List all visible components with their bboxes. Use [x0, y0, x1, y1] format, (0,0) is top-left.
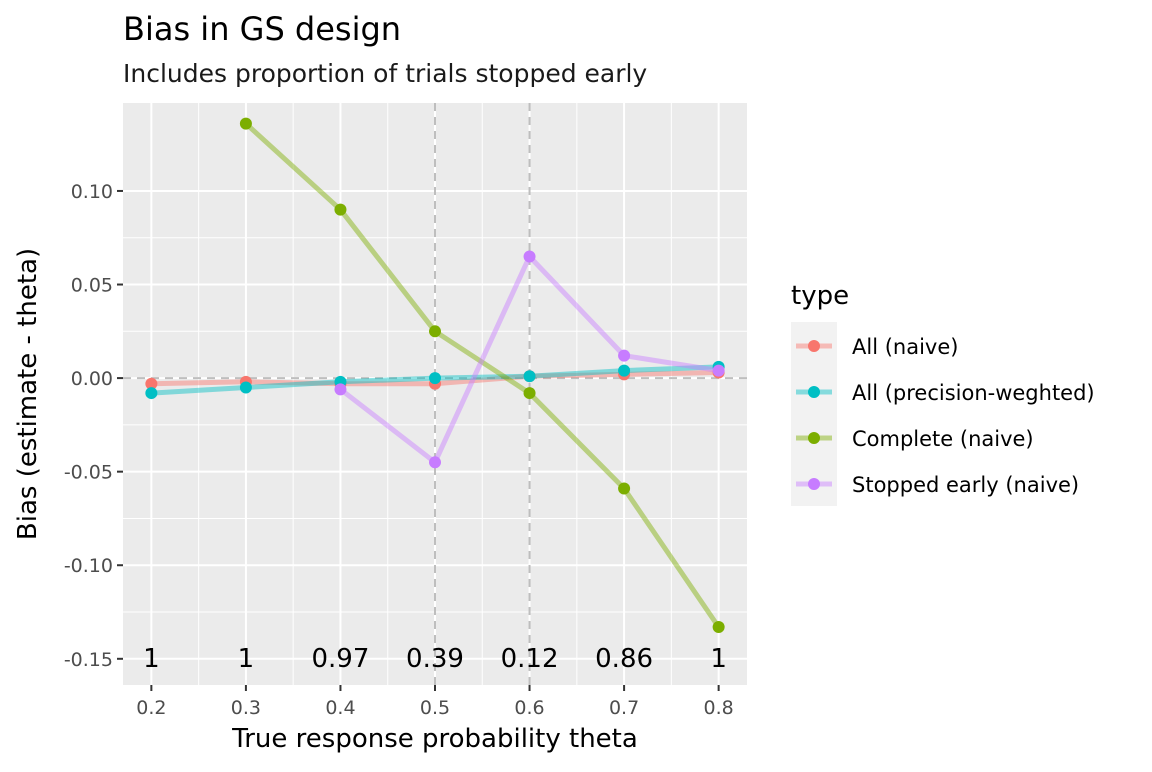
series-group — [145, 117, 725, 633]
proportion-label: 0.12 — [501, 644, 559, 674]
y-axis-title: Bias (estimate - theta) — [13, 248, 43, 540]
proportion-label: 1 — [710, 644, 727, 674]
legend-label: Complete (naive) — [852, 427, 1034, 451]
series-point-3 — [523, 250, 536, 263]
series-point-3 — [429, 456, 441, 469]
proportion-label: 1 — [143, 644, 160, 674]
x-tick-label: 0.3 — [231, 697, 261, 719]
legend-label: All (precision-weghted) — [852, 381, 1095, 405]
legend-key-background — [791, 322, 837, 506]
axis-group: 0.10 0.05 0.00 -0.05 -0.10 -0.15 0.2 0.3 0.4 0.5 0… — [64, 181, 734, 719]
series-point-0 — [145, 377, 158, 390]
series-point-2 — [712, 620, 725, 633]
proportion-label: 0.97 — [312, 644, 370, 674]
y-tick-label: -0.10 — [64, 555, 113, 577]
series-point-3 — [712, 364, 725, 377]
legend-key-point — [808, 386, 820, 398]
proportion-label: 0.39 — [406, 644, 464, 674]
series-point-2 — [429, 325, 441, 338]
y-tick-label: 0.10 — [71, 181, 113, 203]
legend: type All (naive) All (precision-weghted) C… — [791, 281, 1095, 506]
x-tick-label: 0.5 — [420, 697, 450, 719]
legend-key-point — [808, 432, 820, 444]
legend-label: All (naive) — [852, 335, 958, 359]
series-point-2 — [334, 203, 347, 216]
chart-subtitle: Includes proportion of trials stopped ea… — [123, 59, 647, 88]
series-point-1 — [429, 372, 441, 385]
x-tick-label: 0.2 — [136, 697, 166, 719]
x-tick-label: 0.7 — [609, 697, 639, 719]
series-point-2 — [239, 117, 252, 130]
legend-label: Stopped early (naive) — [852, 473, 1079, 497]
legend-key-point — [808, 340, 820, 352]
y-tick-label: -0.15 — [64, 649, 113, 671]
proportion-label: 0.86 — [595, 644, 653, 674]
x-tick-label: 0.4 — [325, 697, 355, 719]
x-tick-label: 0.8 — [704, 697, 734, 719]
series-point-1 — [523, 370, 536, 383]
series-point-1 — [239, 381, 252, 394]
legend-key-point — [808, 478, 820, 490]
series-point-1 — [618, 364, 631, 377]
legend-title: type — [791, 281, 849, 311]
x-tick-label: 0.6 — [514, 697, 544, 719]
series-point-1 — [145, 387, 158, 400]
series-point-2 — [523, 387, 536, 400]
y-tick-label: 0.05 — [71, 275, 113, 297]
series-line-2 — [243, 121, 722, 630]
annotation-group: 1 1 0.97 0.39 0.12 0.86 1 — [143, 644, 727, 674]
chart-title: Bias in GS design — [123, 10, 401, 48]
series-point-3 — [618, 349, 631, 362]
y-tick-label: 0.00 — [71, 368, 113, 390]
series-point-2 — [618, 482, 631, 495]
y-tick-label: -0.05 — [64, 462, 113, 484]
series-point-3 — [334, 383, 347, 396]
proportion-label: 1 — [238, 644, 255, 674]
x-axis-title: True response probability theta — [231, 724, 638, 754]
